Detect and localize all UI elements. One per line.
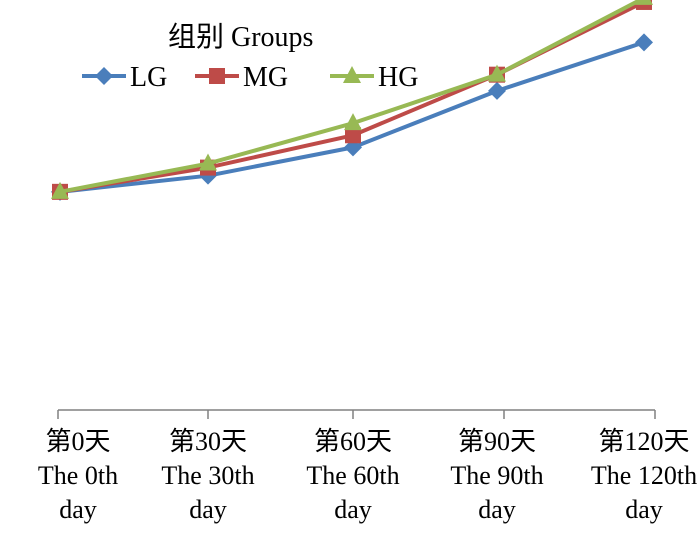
plot-area — [51, 0, 653, 201]
x-tick-label: day — [478, 495, 516, 524]
x-tick-label: The 90th — [450, 461, 543, 490]
x-tick-label: The 30th — [161, 461, 254, 490]
legend-label: HG — [378, 62, 418, 93]
legend-label: MG — [243, 62, 288, 93]
legend: 组别 Groups LG MG HG — [82, 21, 418, 93]
x-tick-label: day — [334, 495, 372, 524]
x-tick-label: 第30天 — [169, 427, 247, 456]
x-tick-label: day — [189, 495, 227, 524]
series-line-mg — [59, 0, 645, 194]
legend-marker-diamond — [95, 67, 113, 85]
x-tick-label: 第60天 — [314, 427, 392, 456]
legend-label: LG — [130, 62, 167, 93]
legend-marker-triangle — [343, 66, 361, 83]
data-point-lg — [635, 33, 653, 52]
x-tick-label: day — [625, 495, 663, 524]
x-tick-label: 第0天 — [45, 427, 110, 456]
series-mg — [52, 0, 652, 200]
x-tick-label: 第120天 — [598, 427, 689, 456]
series-hg — [51, 0, 653, 199]
legend-item-hg: HG — [330, 62, 418, 93]
data-point-mg — [636, 0, 652, 10]
legend-item-lg: LG — [82, 62, 167, 93]
data-point-hg — [199, 153, 217, 171]
x-tick-label: The 0th — [38, 461, 118, 490]
x-tick-label: 第90天 — [458, 427, 536, 456]
x-tick-label: The 120th — [591, 461, 697, 490]
series-line-hg — [59, 0, 645, 194]
data-point-hg — [635, 0, 653, 5]
x-tick-label: day — [59, 495, 97, 524]
legend-item-mg: MG — [195, 62, 288, 93]
data-point-mg — [345, 127, 361, 144]
data-point-hg — [344, 113, 362, 131]
legend-title: 组别 Groups — [168, 21, 313, 53]
x-tick-label: The 60th — [306, 461, 399, 490]
data-point-hg — [488, 64, 506, 82]
data-point-lg — [488, 81, 506, 100]
legend-marker-square — [209, 68, 225, 84]
x-axis: 第0天 The 0th day 第30天 The 30th day 第60天 The 60th… — [38, 409, 697, 524]
data-point-hg — [51, 181, 69, 199]
